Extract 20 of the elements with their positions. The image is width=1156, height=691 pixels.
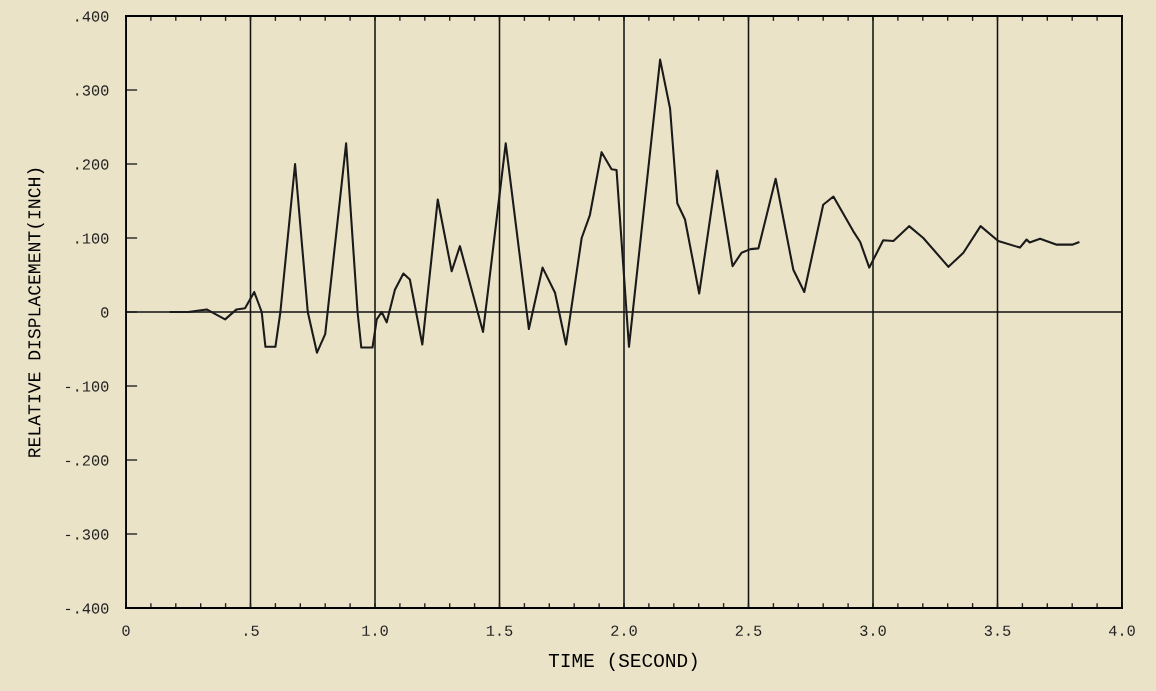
y-tick-label: -.400: [65, 603, 109, 614]
y-tick-label: -.100: [65, 381, 109, 392]
y-tick-label: -.300: [65, 529, 109, 540]
x-tick-label: 2.5: [735, 625, 762, 636]
x-tick-label: 1.5: [486, 625, 513, 636]
x-tick-label: 0: [122, 625, 130, 636]
y-axis-title: RELATIVE DISPLACEMENT(INCH): [27, 168, 45, 457]
y-tick-label: 0: [101, 307, 109, 318]
x-tick-label: 3.5: [984, 625, 1011, 636]
x-tick-label: .5: [245, 625, 259, 636]
x-tick-label: 1.0: [362, 625, 388, 636]
x-tick-label: 4.0: [1109, 625, 1135, 636]
x-tick-label: 3.0: [860, 625, 886, 636]
x-axis-title: TIME (SECOND): [548, 652, 697, 671]
y-tick-label: .100: [76, 233, 109, 244]
x-tick-label: 2.0: [611, 625, 637, 636]
y-tick-label: .200: [76, 159, 109, 170]
y-tick-label: .400: [76, 11, 109, 22]
y-tick-label: .300: [76, 85, 109, 96]
y-tick-label: -.200: [65, 455, 109, 466]
